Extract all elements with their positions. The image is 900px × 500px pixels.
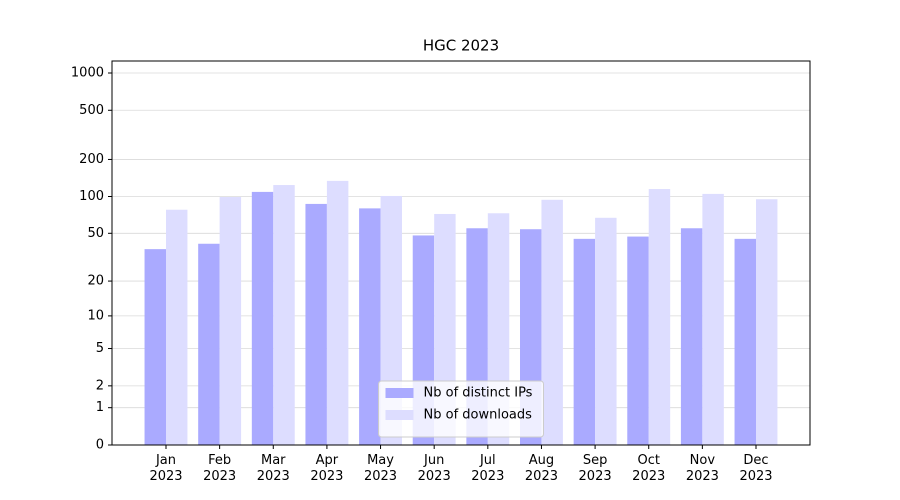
bar [648, 189, 671, 445]
legend-swatch [385, 410, 414, 420]
bar [627, 236, 649, 445]
x-tick-label: Oct 2023 [632, 453, 666, 484]
bar [756, 199, 778, 445]
y-tick-label: 500 [79, 103, 104, 118]
legend-label: Nb of downloads [424, 408, 533, 423]
y-tick-label: 5 [96, 341, 104, 356]
bar [359, 208, 381, 445]
x-tick-label: Aug 2023 [524, 453, 558, 484]
legend-swatch [385, 388, 414, 398]
bar [273, 185, 295, 445]
chart-title: HGC 2023 [423, 37, 499, 55]
x-tick-label: Mar 2023 [256, 453, 290, 484]
legend: Nb of distinct IPs Nb of downloads [378, 380, 544, 438]
legend-label: Nb of distinct IPs [424, 386, 533, 401]
bar [166, 209, 188, 445]
bar [219, 197, 242, 445]
plot-frame [111, 60, 811, 446]
y-tick-label: 200 [79, 152, 104, 167]
x-tick-label: Jun 2023 [417, 453, 451, 484]
y-tick-label: 1000 [71, 66, 104, 81]
x-tick-label: Dec 2023 [739, 453, 773, 484]
y-tick-label: 2 [96, 378, 104, 393]
y-tick-label: 10 [87, 308, 104, 323]
x-tick-label: Jul 2023 [471, 453, 505, 484]
bar [305, 203, 327, 445]
bar [144, 249, 166, 445]
x-tick-label: Apr 2023 [310, 453, 344, 484]
y-tick-label: 0 [96, 438, 104, 453]
x-tick-label: Feb 2023 [203, 453, 237, 484]
bar [734, 238, 756, 445]
bar [541, 199, 563, 445]
x-tick-label: May 2023 [363, 453, 398, 484]
y-tick-label: 1 [96, 400, 104, 415]
bar [198, 243, 220, 445]
y-tick-label: 50 [87, 226, 104, 241]
x-tick-label: Jan 2023 [149, 453, 183, 484]
legend-box [378, 380, 544, 438]
bar [251, 191, 274, 445]
y-tick-label: 20 [87, 274, 104, 289]
bar [680, 228, 703, 445]
bar [702, 193, 724, 445]
x-tick-label: Nov 2023 [685, 453, 719, 484]
y-tick-label: 100 [79, 189, 104, 204]
bar [326, 180, 349, 445]
bar [595, 217, 617, 445]
bar [573, 238, 596, 445]
x-tick-label: Sep 2023 [578, 453, 612, 484]
